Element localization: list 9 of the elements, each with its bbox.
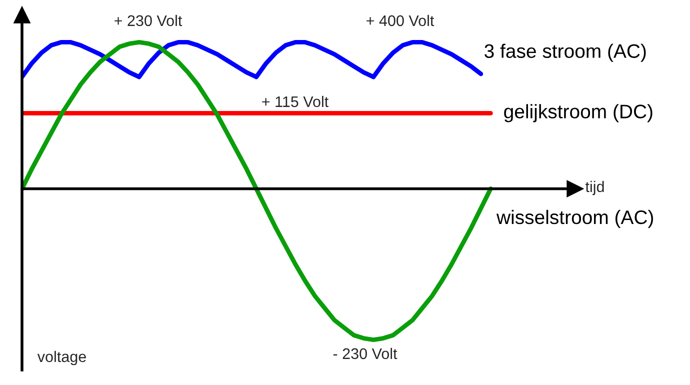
annotation: + 115 Volt — [262, 96, 329, 108]
text: + 230 Volt — [114, 14, 182, 26]
text: + 400 Volt — [366, 14, 434, 26]
text: voltage — [37, 350, 86, 366]
series-label: wisselstroom (AC) — [496, 210, 654, 228]
series-label: gelijkstroom (DC) — [504, 104, 652, 122]
text: tijd — [585, 180, 604, 196]
series-label: 3 fase stroom (AC) — [484, 44, 646, 62]
text: - 230 Volt — [333, 348, 398, 360]
